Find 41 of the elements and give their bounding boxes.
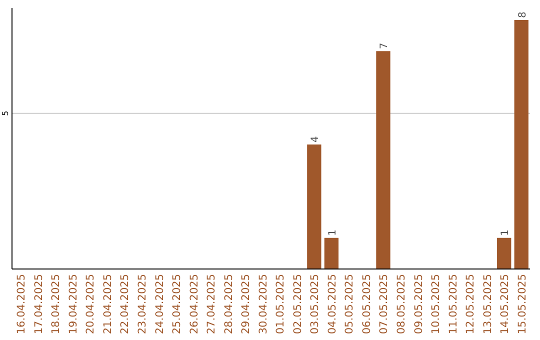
- bar: [324, 238, 339, 269]
- x-tick-label: 13.05.2025: [482, 274, 494, 334]
- data-label: 1: [327, 230, 338, 236]
- x-tick-label: 16.04.2025: [16, 274, 28, 334]
- bar: [376, 51, 390, 269]
- x-tick-label: 09.05.2025: [412, 274, 425, 334]
- x-tick-label: 02.05.2025: [292, 274, 304, 334]
- x-tick-label: 14.05.2025: [499, 274, 512, 334]
- x-tick-label: 03.05.2025: [309, 274, 322, 334]
- x-tick-label: 15.05.2025: [516, 274, 528, 334]
- x-tick-label: 01.05.2025: [274, 274, 287, 334]
- x-tick-label: 07.05.2025: [378, 274, 390, 334]
- y-tick-label: 5: [1, 110, 10, 116]
- data-label: 7: [379, 42, 390, 50]
- x-tick-label: 10.05.2025: [430, 274, 442, 334]
- x-tick-label: 25.04.2025: [171, 274, 184, 334]
- x-tick-label: 06.05.2025: [360, 274, 373, 334]
- data-label: 1: [500, 230, 512, 236]
- bar: [497, 238, 512, 269]
- x-tick-label: 05.05.2025: [344, 274, 356, 334]
- bar: [514, 20, 528, 269]
- x-tick-label: 28.04.2025: [222, 274, 235, 334]
- x-tick-label: 18.04.2025: [50, 274, 62, 334]
- x-tick-label: 22.04.2025: [119, 274, 132, 334]
- x-tick-label: 21.04.2025: [102, 274, 114, 334]
- x-tick-label: 29.04.2025: [240, 274, 252, 334]
- x-tick-label: 24.04.2025: [154, 274, 166, 334]
- x-tick-label: 12.05.2025: [464, 274, 477, 334]
- x-tick-label: 08.05.2025: [396, 274, 408, 334]
- x-tick-label: 04.05.2025: [326, 274, 338, 334]
- x-tick-label: 11.05.2025: [447, 274, 460, 334]
- x-tick-label: 17.04.2025: [32, 274, 45, 334]
- bar: [307, 144, 322, 269]
- x-tick-label: 20.04.2025: [84, 274, 97, 334]
- x-tick-label: 27.04.2025: [206, 274, 218, 334]
- x-tick-label: 23.04.2025: [136, 274, 148, 334]
- data-label: 8: [517, 12, 528, 18]
- x-tick-label: 30.04.2025: [257, 274, 270, 334]
- data-label: 4: [310, 136, 322, 142]
- x-tick-label: 26.04.2025: [188, 274, 200, 334]
- x-tick-label: 19.04.2025: [67, 274, 80, 334]
